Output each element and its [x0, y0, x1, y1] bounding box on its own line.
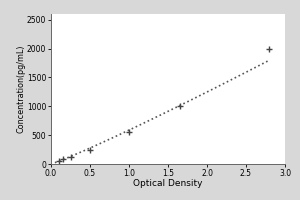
X-axis label: Optical Density: Optical Density: [133, 179, 203, 188]
Y-axis label: Concentration(pg/mL): Concentration(pg/mL): [16, 45, 26, 133]
